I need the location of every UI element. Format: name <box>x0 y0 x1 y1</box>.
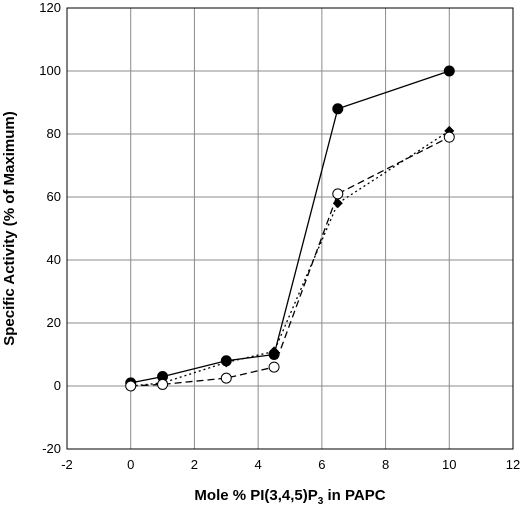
y-tick-label: 80 <box>47 126 61 141</box>
x-axis-title: Mole % PI(3,4,5)P3 in PAPC <box>194 487 385 507</box>
y-tick-label: 20 <box>47 315 61 330</box>
plot-frame <box>66 7 514 450</box>
series-line-3 <box>130 136 450 387</box>
data-point <box>268 361 280 373</box>
series-line-1 <box>130 70 450 384</box>
x-tick-label: 2 <box>191 457 198 472</box>
data-point <box>220 372 232 384</box>
x-tick-label: 0 <box>127 457 134 472</box>
data-point <box>125 380 137 392</box>
x-tick-label: 12 <box>506 457 520 472</box>
data-point <box>443 65 455 77</box>
y-axis-title: Specific Activity (% of Maximum) <box>1 111 18 346</box>
series-layer <box>130 70 450 387</box>
y-tick-label: 40 <box>47 252 61 267</box>
y-tick-label: 120 <box>39 0 61 15</box>
data-point <box>269 346 280 357</box>
x-axis-title-prefix: Mole % PI(3,4,5)P <box>194 487 317 504</box>
y-tick-label: 60 <box>47 189 61 204</box>
data-point <box>332 198 343 209</box>
x-tick-label: 8 <box>382 457 389 472</box>
x-tick-label: 4 <box>255 457 262 472</box>
x-tick-label: 6 <box>318 457 325 472</box>
y-tick-label: -20 <box>42 441 61 456</box>
data-point <box>443 131 455 143</box>
x-axis-title-suffix: in PAPC <box>323 487 385 504</box>
grid-lines <box>66 7 514 450</box>
x-axis-title-subscript: 3 <box>318 496 324 507</box>
data-point <box>221 357 232 368</box>
series-line-2 <box>130 130 450 387</box>
data-point <box>332 188 344 200</box>
x-tick-label: -2 <box>61 457 73 472</box>
x-tick-label: 10 <box>442 457 456 472</box>
y-tick-label: 100 <box>39 63 61 78</box>
marker-layer <box>125 65 455 392</box>
y-tick-label: 0 <box>54 378 61 393</box>
data-point <box>157 378 169 390</box>
data-point <box>332 103 344 115</box>
